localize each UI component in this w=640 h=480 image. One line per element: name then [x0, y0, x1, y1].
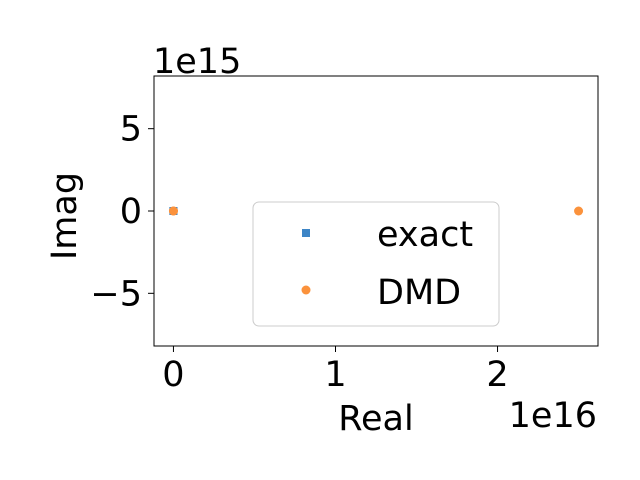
- x-tick-label: 0: [162, 355, 184, 395]
- data-marks: [168, 206, 584, 216]
- x-offset-text: 1e16: [509, 396, 597, 436]
- x-axis-label: Real: [338, 399, 413, 439]
- y-offset-text: 1e15: [153, 42, 241, 82]
- legend-marker-exact: [302, 229, 310, 237]
- x-tick-label: 1: [324, 355, 346, 395]
- legend-frame: [252, 201, 500, 327]
- data-point-dmd: [574, 206, 584, 216]
- data-point-dmd: [168, 206, 178, 216]
- legend-label-dmd: DMD: [377, 273, 461, 313]
- x-tick-label: 2: [486, 355, 508, 395]
- y-axis-label: Imag: [45, 172, 85, 260]
- y-tick-label: 5: [120, 110, 142, 150]
- y-tick-label: −5: [90, 274, 142, 314]
- axis-ticks: 0 1 2 −5 0 5: [90, 110, 508, 395]
- legend: exact DMD: [252, 201, 500, 327]
- legend-label-exact: exact: [377, 215, 473, 255]
- y-tick-label: 0: [120, 192, 142, 232]
- legend-marker-dmd: [301, 285, 311, 295]
